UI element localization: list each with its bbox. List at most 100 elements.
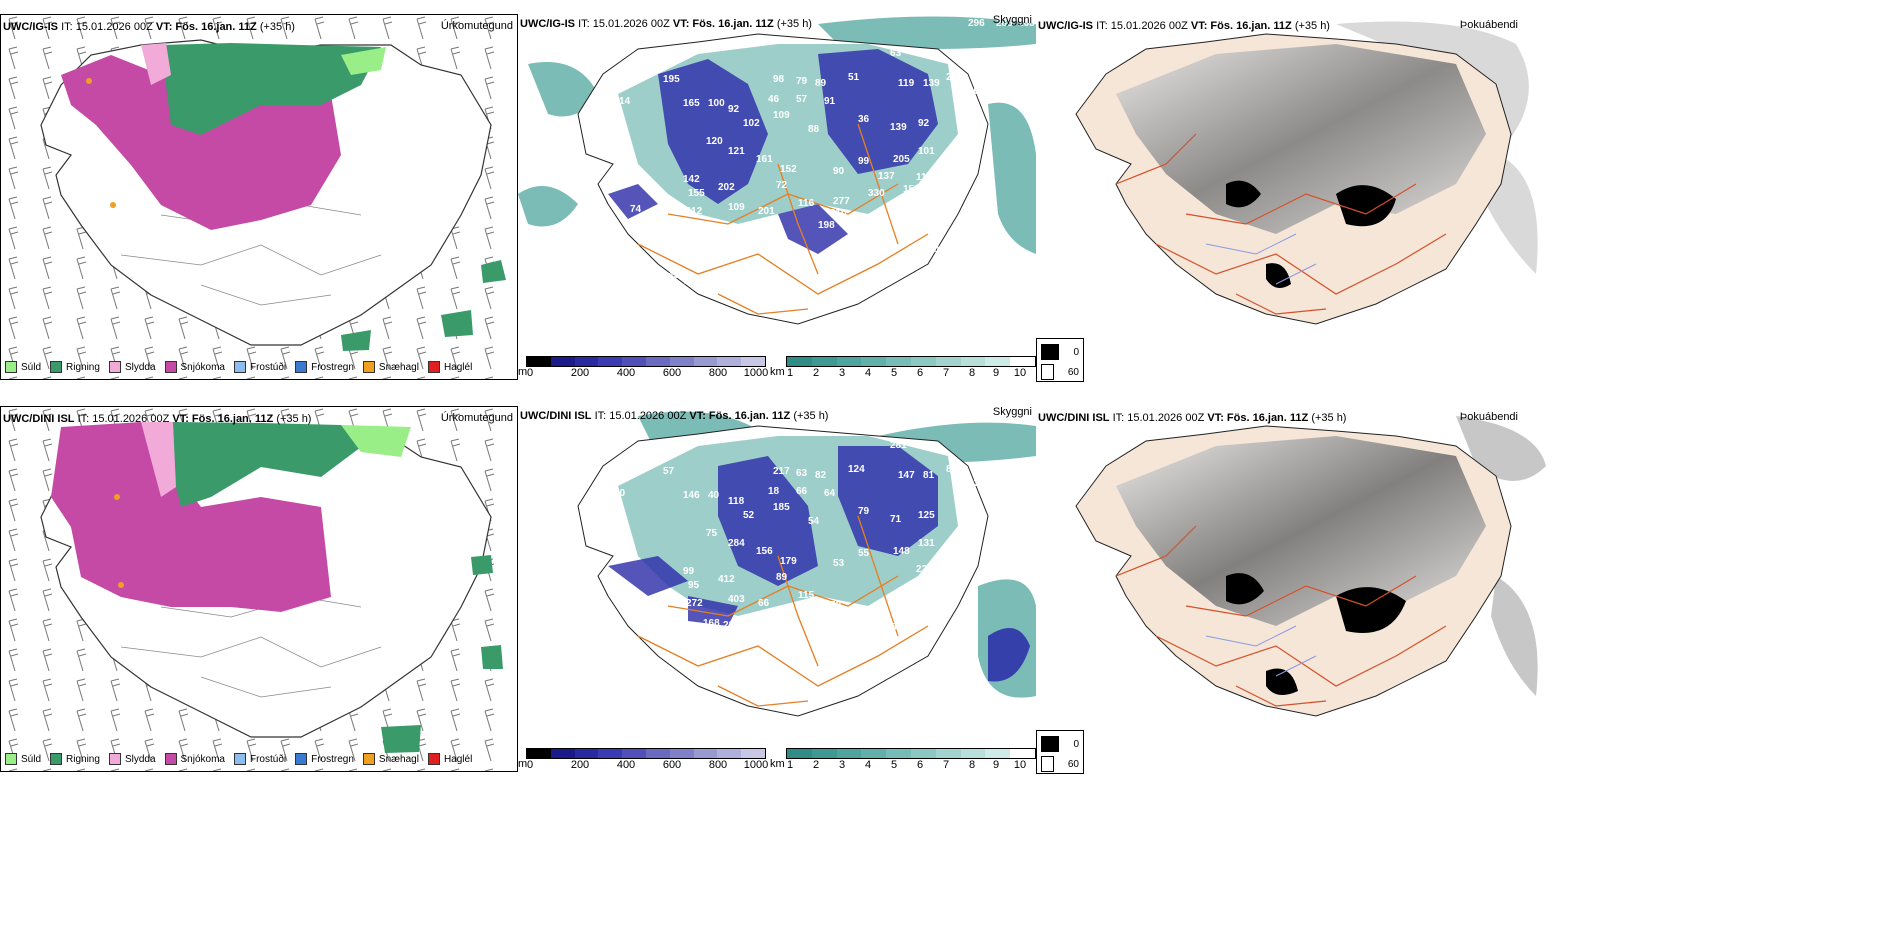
colorbar-segment [550,357,575,366]
cloud-base-label: 60 [614,488,626,499]
precip-type-label: Úrkomutegund [440,412,513,424]
legend-swatch [295,753,308,765]
cloud-base-labels: 6329628516312126012819510511416598798951… [590,14,1036,287]
cloud-visibility-panel-dini: 281 130 149 17285 112 65 57 69 60 146 217 63 82 124 14… [518,406,1036,772]
precip-type-panel-ig: UWC/IG-IS IT: 15.01.2026 00Z VT: Fös. 16… [0,14,518,380]
cloud-base-label: 57 [796,94,808,105]
fog-indicator-label: Þokuábendi [1459,19,1518,31]
cloud-base-label: 227 [916,564,933,575]
colorbar-segment [960,357,986,366]
valid-label: VT: [155,21,173,33]
fog-legend-dini: 0 60 [1036,730,1084,774]
cloud-base-labels: 281 130 149 17285 112 65 57 69 60 146 217 63 82 124 14… [608,406,1036,637]
cloud-base-label: 198 [818,220,835,231]
cloud-base-label: 85 [1030,406,1036,417]
cloud-base-label: 217 [773,466,790,477]
colorbar-segment [598,749,623,758]
visibility-unit: km [770,366,785,378]
legend-swatch [427,361,440,373]
legend-swatch [5,753,17,765]
legend-item: Snjókoma [164,753,225,765]
legend-item: Rigning [50,361,100,373]
cloud-base-label: 36 [858,114,870,125]
cloud-base-label: 54 [808,516,820,527]
colorbar-segment [935,749,961,758]
cloud-base-label: 115 [798,590,815,601]
colorbar-segment [811,749,837,758]
colorbar-segment [622,357,646,366]
colorbar-segment [886,749,911,758]
cloud-base-label: 214 [723,620,740,631]
cloud-base-label: 137 [878,171,895,182]
cloud-visibility-map-ig: 6329628516312126012819510511416598798951… [518,14,1036,325]
legend-swatch [5,361,17,373]
cloud-base-label: 142 [663,234,680,245]
cloud-base-label: 296 [968,18,985,29]
valid-time: Fös. 16.jan. 11Z [175,21,257,33]
cloud-base-label: 205 [893,154,910,165]
cloud-base-label: 89 [815,78,827,89]
cloud-base-label: 75 [706,528,718,539]
cloud-base-label: 18 [768,486,780,497]
cloud-base-label: 44 [880,230,892,241]
cloud-base-label: 172 [1018,410,1035,421]
cloud-base-label: 112 [686,206,703,217]
cloud-base-label: 88 [808,124,820,135]
cloud-base-label: 185 [773,502,790,513]
colorbar-segment [910,749,936,758]
fog-legend-row: 0 [1041,734,1079,754]
colorbar-segment [574,749,599,758]
legend-item: Slydda [108,753,156,765]
fog-swatch [1041,756,1054,772]
colorbar-segment [811,357,837,366]
colorbar-segment [669,749,694,758]
cloud-colorbar [526,356,766,367]
cloud-base-label: 207 [968,86,985,97]
cloud-base-label: 277 [833,196,850,207]
legend-item: Frostregn [295,361,354,373]
panel-title-dini-cloud: UWC/DINI ISL IT: 15.01.2026 00Z VT: Fös.… [520,410,829,422]
cloud-base-label: 65 [633,460,645,471]
cloud-base-label: 100 [708,98,725,109]
cloud-base-label: 222 [766,620,783,631]
cloud-base-label: 74 [630,204,642,215]
visibility-title: Skyggni [992,406,1032,418]
colorbar-segment [910,357,936,366]
colorbar-segment [669,357,694,366]
cloud-base-label: 148 [893,546,910,557]
cloud-base-label: 109 [773,110,790,121]
legend-swatch [164,753,177,765]
colorbar-segment [645,749,670,758]
cloud-base-label: 67 [703,226,715,237]
fog-indicator-map-ig [1075,21,1538,325]
cloud-base-label: 102 [743,118,760,129]
cloud-base-label: 82 [946,464,958,475]
cloud-base-label: 71 [890,514,902,525]
colorbar-segment [861,749,887,758]
lead-time: (+35 h) [259,21,295,33]
cloud-base-label: 403 [728,594,745,605]
visibility-unit: km [770,758,785,770]
cloud-base-label: 284 [728,538,745,549]
cloud-base-label: 172 [903,254,920,265]
cloud-base-label: 121 [728,146,745,157]
cloud-visibility-map-dini: 281 130 149 17285 112 65 57 69 60 146 217 63 82 124 14… [577,406,1036,717]
cloud-base-label: 109 [728,202,745,213]
cloud-base-label: 210 [830,208,847,219]
cloud-base-label: 329 [818,612,835,623]
precip-type-label: Úrkomutegund [440,20,513,32]
cloud-base-label: 243 [946,72,963,83]
cloud-colorbar [526,748,766,759]
cloud-base-label: 92 [918,118,930,129]
legend-item: Snæhagl [362,361,419,373]
colorbar-segment [836,357,862,366]
colorbar-segment [787,357,812,366]
cloud-base-label: 112 [653,446,670,457]
cloud-base-label: 260 [653,54,670,65]
legend-swatch [233,361,246,373]
fog-legend-row: 60 [1041,754,1079,774]
cloud-base-label: 110 [723,228,740,239]
colorbar-segment [741,749,765,758]
cloud-base-label: 64 [824,488,836,499]
cloud-base-label: 111 [766,228,782,239]
